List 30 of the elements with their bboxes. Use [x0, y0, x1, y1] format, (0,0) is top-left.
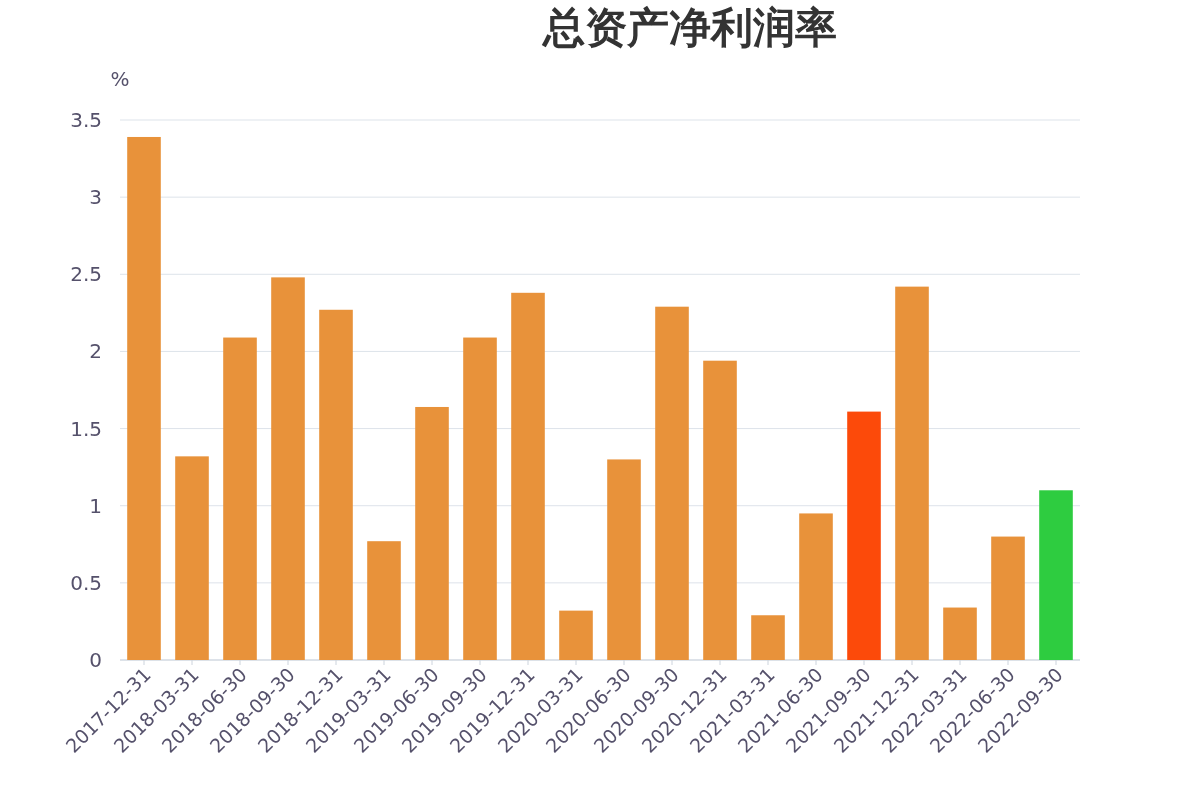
bar [799, 513, 833, 660]
bar [175, 456, 209, 660]
bar [655, 306, 689, 660]
bar [271, 277, 305, 660]
bar [511, 292, 545, 660]
y-tick-label: 2 [89, 339, 102, 364]
bar [367, 541, 401, 660]
bar [943, 607, 977, 660]
y-tick-label: 1.5 [70, 416, 102, 441]
y-tick-label: 1 [89, 493, 102, 518]
y-tick-label: 0.5 [70, 570, 102, 595]
bar [847, 411, 881, 660]
y-tick-label: 2.5 [70, 262, 102, 287]
bar [559, 610, 593, 660]
bar [991, 536, 1025, 660]
bar [751, 615, 785, 660]
bar [463, 337, 497, 660]
y-tick-label: 0 [89, 648, 102, 672]
bar [319, 309, 353, 660]
bar [895, 286, 929, 660]
bar [127, 136, 161, 660]
bar [223, 337, 257, 660]
bar [415, 406, 449, 660]
bar [1039, 490, 1073, 660]
chart-title: 总资产净利润率 [541, 3, 837, 52]
y-tick-label: 3 [89, 185, 102, 210]
y-axis-title: % [110, 67, 130, 91]
bar [703, 360, 737, 660]
bar [607, 459, 641, 660]
y-tick-label: 3.5 [70, 108, 102, 132]
